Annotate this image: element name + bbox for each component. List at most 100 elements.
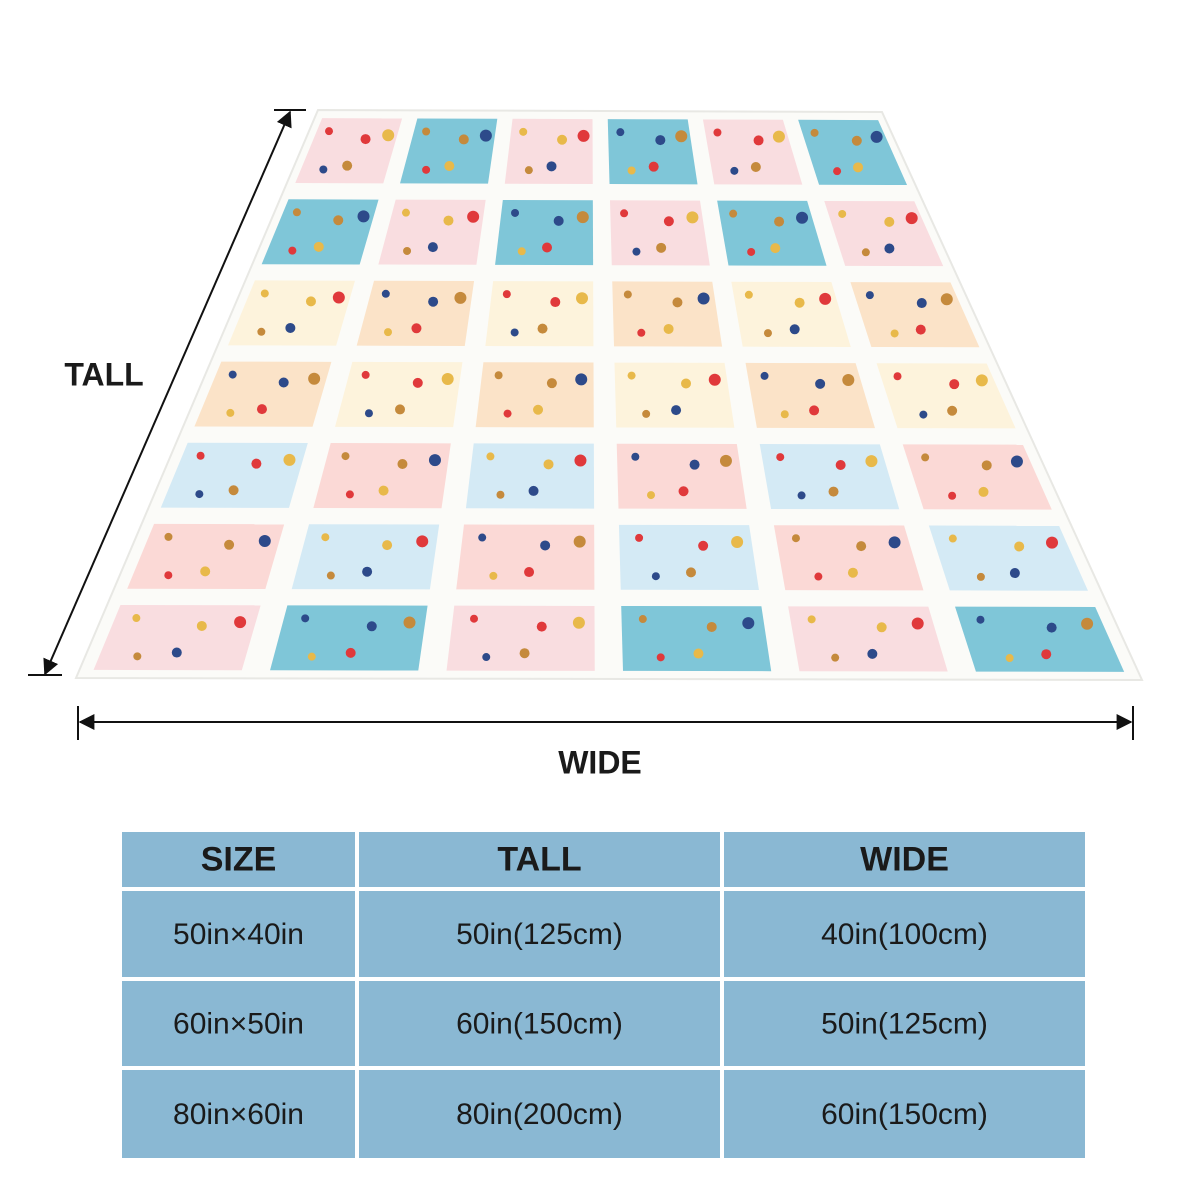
pattern-dot (533, 404, 544, 415)
pattern-dot (228, 485, 239, 496)
pattern-dot (847, 567, 858, 578)
pattern-dot (853, 162, 864, 173)
pattern-dot (831, 653, 840, 662)
table-cell (122, 891, 355, 977)
pattern-dot (763, 329, 772, 338)
pattern-dot (572, 616, 585, 629)
pattern-dot (671, 405, 682, 416)
pattern-dot (916, 298, 927, 309)
pattern-dot (940, 293, 953, 306)
tall-label: TALL (64, 356, 143, 392)
pattern-dot (1046, 536, 1059, 549)
pattern-dot (412, 377, 423, 388)
pattern-dot (428, 454, 441, 467)
pattern-dot (517, 247, 526, 256)
pattern-dot (780, 410, 789, 419)
pattern-dot (750, 162, 761, 173)
size-table: SIZE TALL WIDE 50in×40in 50in(125cm) 40in(100… (122, 832, 1085, 1158)
pattern-dot (663, 323, 674, 334)
pattern-dot (164, 571, 173, 580)
pattern-dot (378, 485, 389, 496)
pattern-dot (976, 615, 985, 624)
pattern-dot (797, 491, 806, 500)
table-cell-text: 50in(125cm) (821, 1007, 988, 1040)
pattern-dot (948, 491, 957, 500)
pattern-dot (698, 540, 709, 551)
blanket-patch (475, 362, 594, 428)
pattern-dot (893, 372, 902, 381)
pattern-dot (675, 130, 688, 143)
pattern-dot (978, 486, 989, 497)
pattern-dot (171, 647, 182, 658)
pattern-dot (706, 621, 717, 632)
pattern-dot (550, 297, 561, 308)
pattern-dot (382, 129, 395, 142)
pattern-dot (794, 297, 805, 308)
pattern-dot (975, 374, 988, 387)
pattern-dot (627, 371, 636, 380)
pattern-dot (921, 453, 930, 462)
table-cell-text: 60in(150cm) (456, 1007, 623, 1040)
pattern-dot (867, 648, 878, 659)
blanket-patch (495, 199, 594, 266)
pattern-dot (226, 408, 235, 417)
pattern-dot (807, 615, 816, 624)
pattern-dot (543, 459, 554, 470)
pattern-dot (809, 405, 820, 416)
pattern-dot (697, 292, 710, 305)
table-cell (724, 981, 1085, 1066)
pattern-dot (251, 458, 262, 469)
pattern-dot (729, 209, 738, 218)
pattern-dot (835, 459, 846, 470)
table-header: SIZE (201, 840, 277, 878)
pattern-dot (623, 290, 632, 299)
blanket (74, 108, 1144, 682)
pattern-dot (519, 648, 530, 659)
pattern-dot (651, 572, 660, 581)
pattern-dot (819, 292, 832, 305)
pattern-dot (842, 374, 855, 387)
pattern-dot (228, 370, 237, 379)
pattern-dot (744, 290, 753, 299)
pattern-dot (524, 166, 533, 175)
pattern-dot (301, 614, 310, 623)
pattern-dot (708, 373, 721, 386)
blanket-patch (378, 199, 486, 265)
blanket-patch (335, 361, 463, 428)
pattern-dot (915, 324, 926, 335)
pattern-dot (510, 328, 519, 337)
pattern-dot (576, 292, 589, 305)
pattern-dot (648, 161, 659, 172)
pattern-dot (810, 128, 819, 137)
pattern-dot (753, 135, 764, 146)
pattern-dot (381, 289, 390, 298)
pattern-dot (546, 161, 557, 172)
blanket-patch (93, 604, 261, 671)
pattern-dot (681, 378, 692, 389)
pattern-dot (686, 211, 699, 224)
pattern-dot (511, 208, 520, 217)
pattern-dot (655, 135, 666, 146)
pattern-dot (313, 241, 324, 252)
pattern-dot (949, 379, 960, 390)
table-cell-text: 60in(150cm) (821, 1098, 988, 1131)
pattern-dot (865, 455, 878, 468)
table-cell (359, 891, 720, 977)
pattern-dot (760, 371, 769, 380)
pattern-dot (528, 485, 539, 496)
pattern-dot (911, 617, 924, 630)
pattern-dot (693, 648, 704, 659)
pattern-dot (776, 453, 785, 462)
pattern-dot (503, 409, 512, 418)
pattern-dot (397, 458, 408, 469)
pattern-dot (234, 616, 247, 629)
table-cell-text: 50in(125cm) (456, 918, 623, 951)
pattern-dot (257, 327, 266, 336)
pattern-dot (576, 211, 589, 224)
pattern-dot (454, 291, 467, 304)
pattern-dot (401, 208, 410, 217)
pattern-dot (366, 621, 377, 632)
pattern-dot (575, 373, 588, 386)
pattern-dot (678, 486, 689, 497)
